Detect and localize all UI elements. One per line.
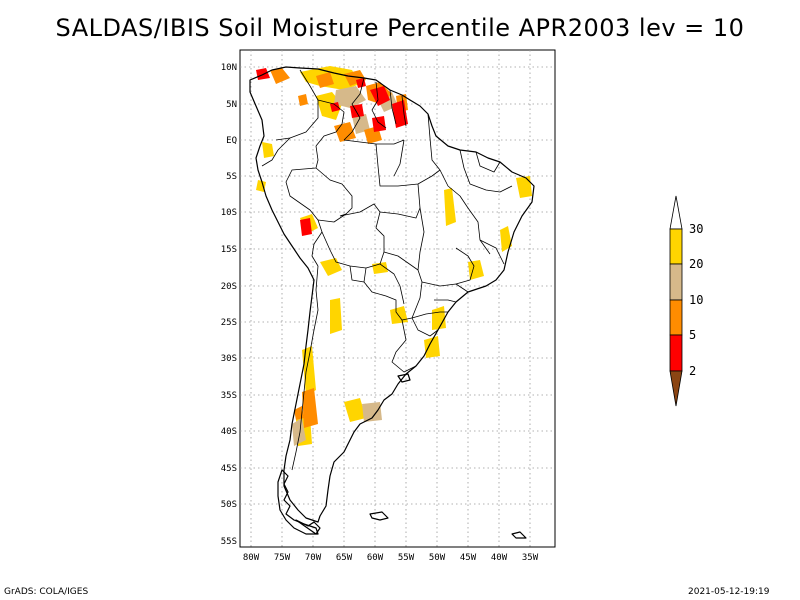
lat-label: 45S bbox=[221, 464, 237, 474]
lon-label: 40W bbox=[491, 553, 508, 563]
lon-label: 65W bbox=[336, 553, 353, 563]
lon-label: 75W bbox=[274, 553, 291, 563]
lat-label: 35S bbox=[221, 391, 237, 401]
lat-label: 10N bbox=[221, 63, 237, 73]
lat-label: 10S bbox=[221, 208, 237, 218]
colorbar-label: 20 bbox=[689, 257, 703, 271]
lat-label: EQ bbox=[226, 136, 237, 146]
grads-credit: GrADS: COLA/IGES bbox=[4, 587, 89, 597]
map-title: SALDAS/IBIS Soil Moisture Percentile APR… bbox=[55, 14, 745, 42]
field-2-5 bbox=[256, 68, 408, 236]
south-america-outline bbox=[249, 66, 535, 523]
lat-label: 55S bbox=[221, 537, 237, 547]
map-frame bbox=[239, 49, 556, 548]
lat-label: 15S bbox=[221, 245, 237, 255]
colorbar-segment-20-30 bbox=[669, 228, 683, 265]
lat-label: 30S bbox=[221, 354, 237, 364]
colorbar-segment-10-20 bbox=[669, 263, 683, 301]
lat-label: 40S bbox=[221, 427, 237, 437]
country-borders bbox=[261, 69, 513, 471]
field-5-10 bbox=[270, 68, 408, 428]
lon-label: 45W bbox=[460, 553, 477, 563]
colorbar-label: 2 bbox=[689, 364, 696, 378]
lon-label: 55W bbox=[398, 553, 415, 563]
percentile-fields bbox=[256, 66, 532, 446]
colorbar-label: 10 bbox=[689, 293, 703, 307]
lon-label: 50W bbox=[429, 553, 446, 563]
field-20-30 bbox=[256, 66, 532, 446]
lat-label: 5S bbox=[226, 172, 237, 182]
lat-label: 25S bbox=[221, 318, 237, 328]
colorbar-bottom-triangle bbox=[669, 370, 683, 407]
colorbar-label: 5 bbox=[689, 328, 696, 342]
colorbar-top-triangle bbox=[669, 195, 683, 230]
lon-label: 70W bbox=[305, 553, 322, 563]
lon-label: 35W bbox=[522, 553, 539, 563]
colorbar-segment-5-10 bbox=[669, 299, 683, 336]
latitude-labels: 10N 5N EQ 5S 10S 15S 20S 25S 30S 35S 40S… bbox=[221, 63, 237, 547]
lat-label: 20S bbox=[221, 282, 237, 292]
lon-label: 80W bbox=[243, 553, 260, 563]
timestamp: 2021-05-12-19:19 bbox=[688, 587, 770, 597]
colorbar bbox=[669, 195, 683, 407]
coastline bbox=[249, 66, 535, 539]
lat-label: 5N bbox=[226, 100, 237, 110]
colorbar-labels: 30 20 10 5 2 bbox=[689, 222, 703, 378]
lat-label: 50S bbox=[221, 500, 237, 510]
colorbar-label: 30 bbox=[689, 222, 703, 236]
lon-label: 60W bbox=[367, 553, 384, 563]
colorbar-segment-2-5 bbox=[669, 334, 683, 372]
longitude-labels: 80W 75W 70W 65W 60W 55W 50W 45W 40W 35W bbox=[243, 553, 539, 563]
